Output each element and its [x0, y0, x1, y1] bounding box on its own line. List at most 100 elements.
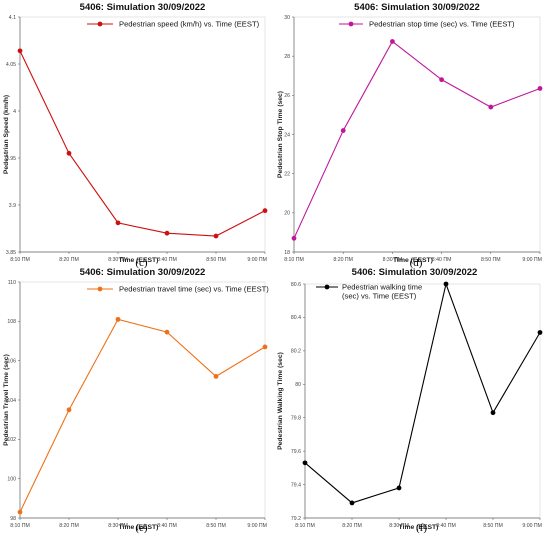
y-axis-label: Pedestrian Speed (km/h) — [3, 95, 10, 174]
data-point — [349, 500, 355, 506]
series-line — [304, 282, 541, 504]
data-point — [213, 374, 219, 379]
y-axis-label: Pedestrian Stop Time (sec) — [277, 91, 284, 178]
y-tick-label: 79.6 — [291, 449, 301, 455]
y-tick-label: 100 — [7, 476, 16, 482]
data-point — [390, 39, 395, 44]
chart-title: 5406: Simulation 30/09/2022 — [352, 267, 478, 278]
y-tick-label: 18 — [284, 250, 290, 256]
x-tick-label: 8:20 ΠΜ — [333, 257, 353, 263]
data-point — [537, 86, 543, 91]
x-tick-label: 8:50 ΠΜ — [483, 523, 503, 529]
y-tick-label: 102 — [7, 437, 16, 443]
data-point — [262, 344, 268, 350]
data-point — [340, 128, 346, 133]
x-tick-label: 8:50 ΠΜ — [206, 523, 226, 529]
y-tick-label: 28 — [284, 54, 290, 60]
legend-label: Pedestrian walking time (sec) vs. Time (E… — [342, 283, 422, 301]
x-axis-label: Time (EEST) — [393, 257, 433, 264]
panel-caption: (d) — [410, 257, 423, 269]
data-point — [115, 316, 121, 322]
x-tick-label: 8:30 ΠΜ — [108, 523, 128, 529]
data-point — [164, 329, 170, 335]
y-tick-label: 4 — [13, 109, 16, 115]
y-tick-label: 108 — [7, 319, 16, 325]
y-tick-label: 3.95 — [6, 156, 16, 162]
y-tick-label: 106 — [7, 358, 16, 364]
data-point — [115, 220, 121, 226]
x-tick-label: 9:00 ΠΜ — [522, 257, 542, 263]
y-tick-label: 104 — [7, 398, 16, 404]
x-axis-label: Time (EEST) — [399, 524, 439, 531]
x-tick-label: 8:30 ΠΜ — [389, 523, 409, 529]
data-point — [213, 233, 219, 239]
x-tick-label: 8:20 ΠΜ — [59, 257, 79, 263]
x-tick-label: 8:10 ΠΜ — [284, 257, 304, 263]
data-point — [396, 485, 402, 491]
legend-label: Pedestrian travel time (sec) vs. Time (E… — [119, 285, 269, 294]
y-tick-label: 80 — [295, 382, 301, 388]
x-tick-label: 8:10 ΠΜ — [295, 523, 315, 529]
legend-marker — [97, 286, 103, 292]
y-tick-label: 4.1 — [9, 15, 16, 21]
data-point — [17, 48, 23, 54]
data-point — [439, 77, 444, 83]
data-point — [17, 509, 23, 515]
x-tick-label: 8:30 ΠΜ — [383, 257, 403, 263]
y-axis-label: Pedestrian Walking Time (sec) — [277, 352, 284, 450]
x-tick-label: 8:50 ΠΜ — [206, 257, 226, 263]
data-point — [262, 208, 268, 214]
y-tick-label: 20 — [284, 211, 290, 217]
data-point — [490, 410, 496, 416]
chart-panel-d: 5406: Simulation 30/09/2022 18 20 22 24 26 28 3… — [277, 2, 543, 269]
y-axis-label: Pedestrian Travel Time (sec) — [3, 354, 10, 446]
plot-area — [19, 281, 266, 519]
y-tick-label: 22 — [284, 171, 290, 177]
data-point — [302, 460, 308, 466]
legend-label: Pedestrian speed (km/h) vs. Time (EEST) — [119, 20, 260, 29]
x-tick-label: 9:00 ΠΜ — [247, 523, 267, 529]
y-tick-label: 3.85 — [6, 250, 16, 256]
x-tick-label: 8:40 ΠΜ — [432, 257, 452, 263]
x-tick-label: 8:40 ΠΜ — [436, 523, 456, 529]
x-axis-label: Time (EEST) — [119, 257, 159, 264]
y-tick-label: 80.6 — [291, 282, 301, 288]
y-tick-label: 79.8 — [291, 416, 301, 422]
data-point — [164, 230, 170, 236]
legend-label: Pedestrian stop time (sec) vs. Time (EES… — [369, 20, 515, 29]
plot-area — [19, 16, 266, 253]
data-point — [443, 281, 449, 287]
x-tick-label: 8:50 ΠΜ — [481, 257, 501, 263]
y-tick-label: 79.2 — [291, 516, 301, 522]
chart-panel-f: 5406: Simulation 30/09/2022 79.2 79.4 79.6 7… — [277, 267, 543, 534]
x-axis-label: Time (EEST) — [119, 524, 159, 531]
data-point — [291, 235, 297, 241]
data-point — [488, 104, 494, 110]
x-tick-label: 8:40 ΠΜ — [157, 523, 177, 529]
x-tick-label: 9:00 ΠΜ — [522, 523, 542, 529]
plot-area — [293, 16, 541, 253]
x-tick-label: 8:20 ΠΜ — [342, 523, 362, 529]
chart-title: 5406: Simulation 30/09/2022 — [80, 2, 206, 13]
legend-marker — [97, 21, 103, 27]
y-tick-label: 98 — [10, 516, 16, 522]
chart-panel-e: 5406: Simulation 30/09/2022 98 100 102 104 10… — [3, 267, 269, 534]
chart-panel-c: 5406: Simulation 30/09/2022 3.85 3.9 3.95 4 4… — [3, 2, 268, 269]
legend-marker — [348, 21, 354, 27]
legend-marker — [324, 284, 330, 290]
panel-caption: (e) — [135, 522, 148, 534]
panel-caption: (f) — [416, 522, 427, 534]
x-tick-label: 8:10 ΠΜ — [10, 257, 30, 263]
series-line — [19, 318, 266, 513]
data-point — [66, 407, 72, 413]
chart-title: 5406: Simulation 30/09/2022 — [354, 2, 480, 13]
y-tick-label: 4.05 — [6, 62, 16, 68]
x-tick-label: 9:00 ΠΜ — [247, 257, 267, 263]
data-point — [66, 150, 72, 156]
x-tick-label: 8:20 ΠΜ — [59, 523, 79, 529]
y-tick-label: 80.2 — [291, 349, 301, 355]
series-line — [19, 50, 266, 237]
series-line — [293, 40, 541, 239]
y-tick-label: 26 — [284, 93, 290, 99]
